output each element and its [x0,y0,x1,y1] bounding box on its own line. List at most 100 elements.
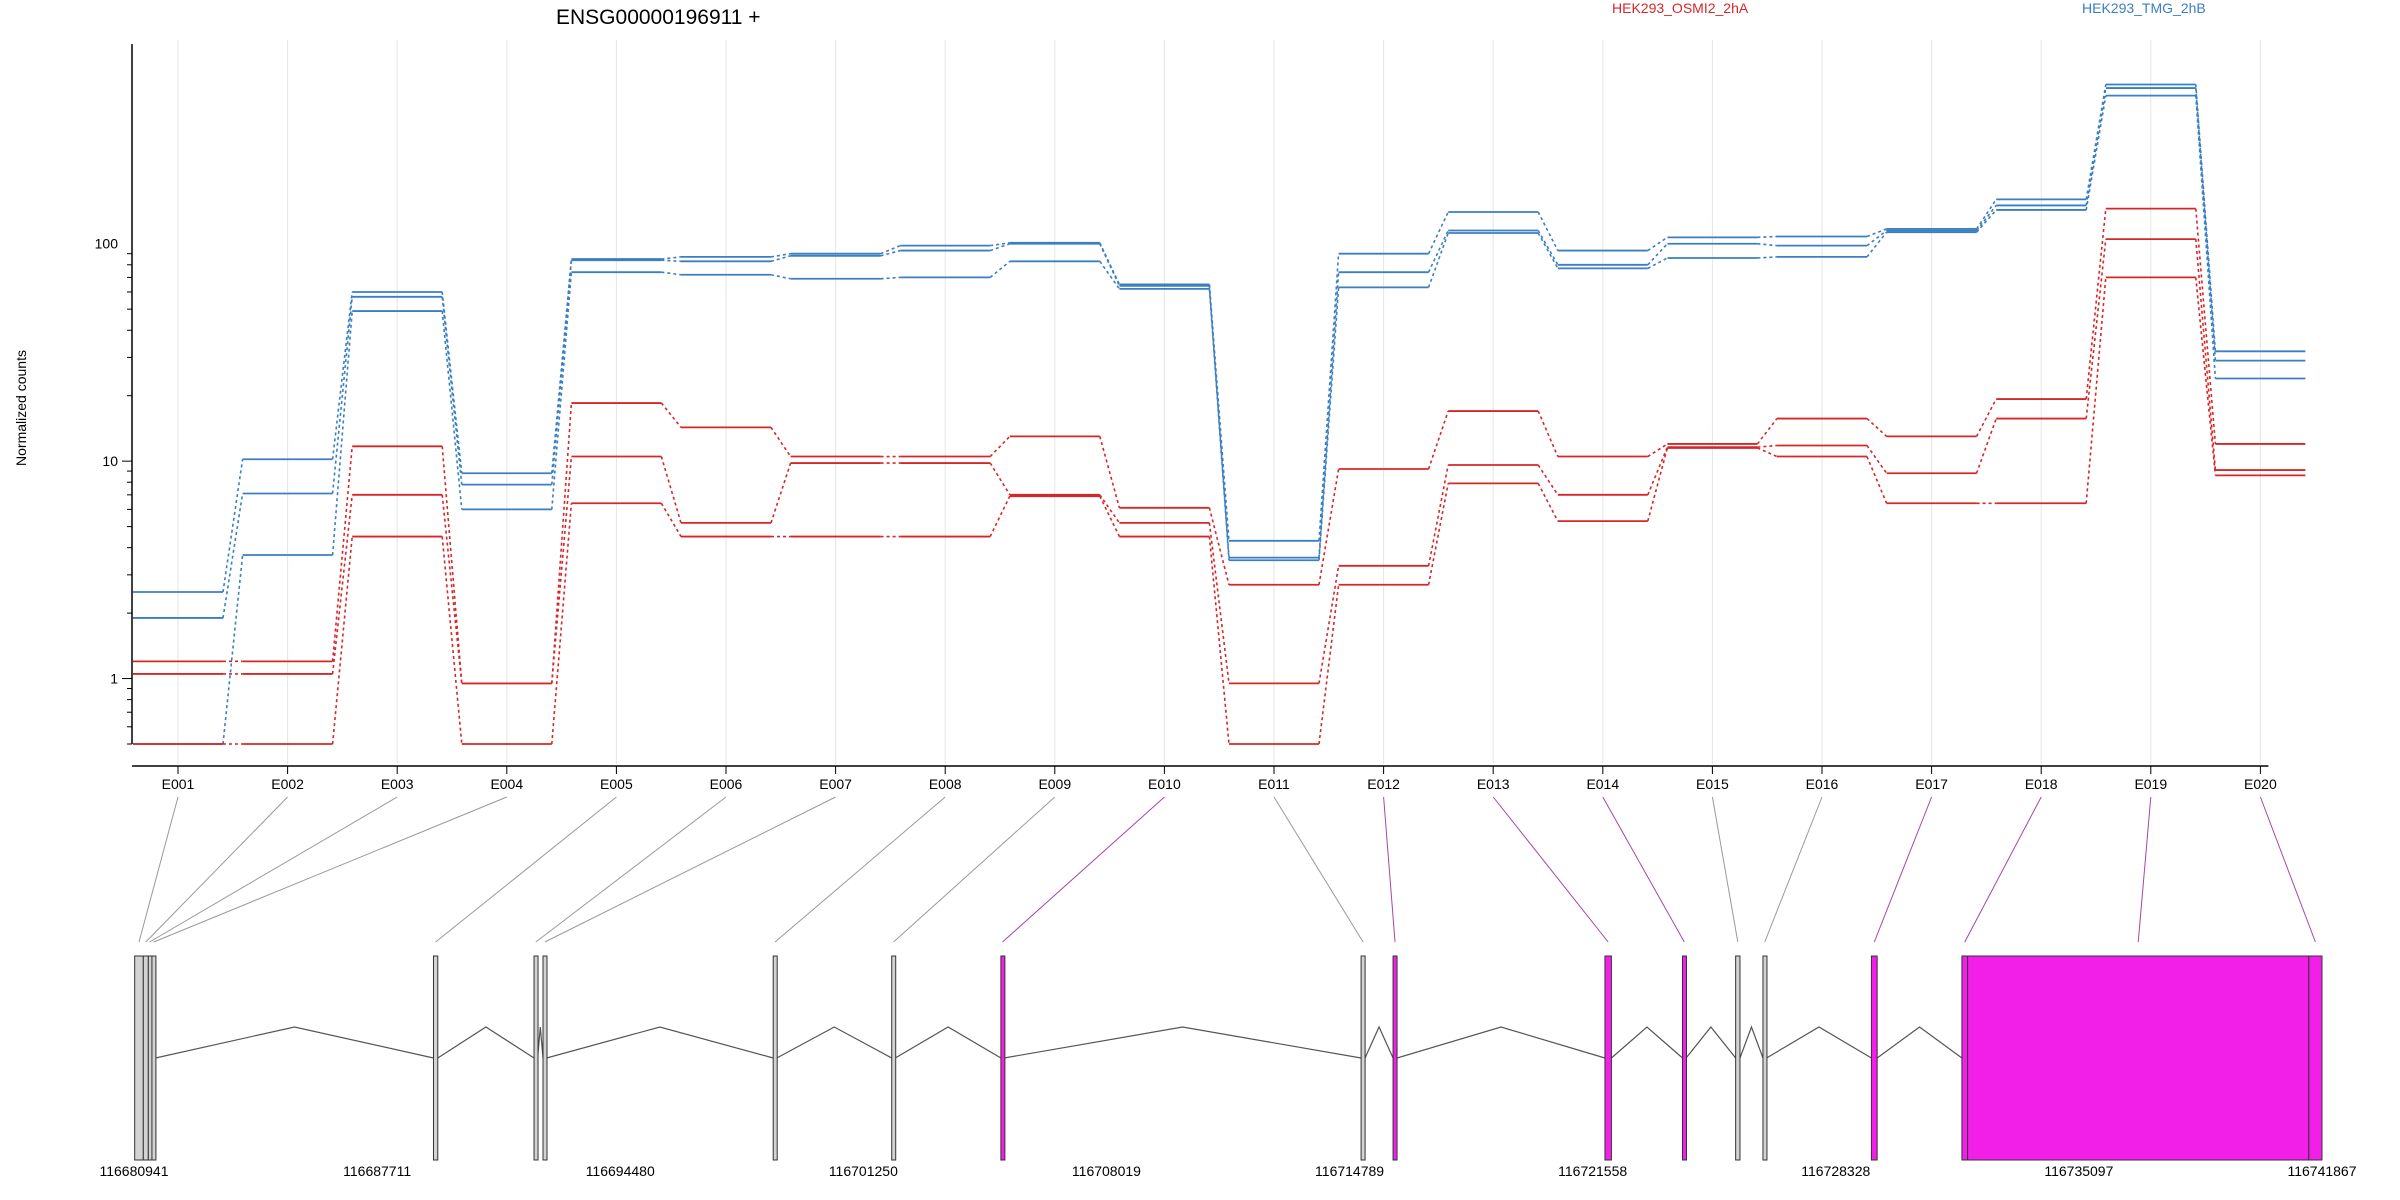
series-transition [661,256,682,260]
genomic-tick-label: 116741867 [2287,1163,2356,1179]
series-transition [1208,536,1230,745]
series-transition [331,296,353,494]
series-transition [770,426,792,457]
series-transition [1757,444,1778,448]
x-tick-label: E017 [1915,776,1948,792]
x-tick-label: E016 [1806,776,1839,792]
series-transition [2195,84,2217,352]
series-transition [1318,253,1340,541]
series-transition [1866,417,1888,437]
series-transition [660,402,682,428]
exon-link [1492,796,1609,943]
series-transition [1975,209,1997,233]
exon-link [145,796,288,943]
intron-line [1876,1026,1963,1059]
series-transition [1757,235,1778,239]
series-transition [1866,231,1888,258]
intron-line [1611,1026,1683,1059]
series-transition [660,456,682,524]
series-transition [1099,436,1121,509]
series-transition [1757,447,1778,458]
y-tick-label: 10 [102,453,118,469]
series-transition [1975,398,1997,437]
intron-line [155,1026,434,1059]
series-transition [989,495,1011,537]
exon-link [1873,796,1933,943]
x-tick-label: E003 [381,776,414,792]
series-transition [661,271,682,276]
genomic-tick-label: 116714789 [1315,1163,1384,1179]
exon-links [138,796,2316,943]
genomic-tick-label: 116687711 [343,1163,411,1179]
series-transition [1427,410,1449,470]
intron-line [1766,1026,1872,1059]
series-transition [441,311,463,510]
exon-box-e007 [542,955,548,1161]
x-tick-label: E014 [1586,776,1619,792]
series-transition [1975,204,1997,232]
exon-box-e011 [1360,955,1366,1161]
series-transition [331,494,353,675]
y-tick-label: 100 [95,236,119,252]
series-transition [1756,418,1778,445]
exon-box-e020 [2308,955,2323,1161]
series-transition [1099,243,1121,287]
exon-box-e009 [891,955,897,1161]
series-transition [331,291,353,460]
series-transition [1647,447,1669,522]
series-transition [989,242,1011,252]
series-transition [331,536,353,745]
exon-link [1273,796,1364,943]
series-transition [1208,507,1230,585]
exon-link [535,796,727,943]
exon-box-e015 [1735,955,1741,1161]
x-tick-label: E002 [271,776,304,792]
series-transition [222,554,244,745]
intron-line [1739,1025,1764,1059]
series-transition [1427,464,1449,566]
y-axis-label: Normalized counts [13,350,29,466]
series-transition [222,459,244,593]
genomic-tick-label: 116735097 [2044,1163,2113,1179]
exon-link [1002,796,1165,943]
x-tick-label: E009 [1038,776,1071,792]
exon-box-e004 [151,955,157,1161]
exon-box-e018 [1961,955,1969,1161]
exon-link [544,796,836,943]
series-transition [1866,229,1888,247]
series-transition [551,403,573,684]
series-transition [1757,242,1778,247]
y-axis: 1 10 100 [95,44,133,745]
series-transition [551,272,573,510]
series-line-6 [133,276,2306,745]
genomic-tick-label: 116721558 [1558,1163,1627,1179]
series-transition [331,446,353,662]
x-tick-label: E012 [1367,776,1400,792]
x-tick-label: E020 [2244,776,2277,792]
x-tick-label: E010 [1148,776,1181,792]
series-transition [2195,95,2217,379]
exon-link [774,796,946,943]
x-tick-label: E018 [2025,776,2058,792]
series-transition [551,456,573,684]
intron-line [1004,1026,1362,1059]
series-transition [1866,456,1888,504]
series-transition [770,273,791,280]
series-transition [1866,228,1887,238]
series-transition [1318,584,1340,745]
series-transition [1537,230,1559,266]
legend-label-tmg: HEK293_TMG_2hB [2082,0,2206,16]
series-transition [1537,410,1559,457]
x-tick-label: E008 [929,776,962,792]
intron-line [776,1026,893,1059]
exon-box-e012 [1392,955,1398,1161]
series-transition [1647,236,1668,252]
exon-box-e008 [772,955,778,1161]
series-transition [2195,239,2217,471]
series-transition [1427,232,1449,288]
series-transition [1318,287,1340,561]
exon-link [1964,796,2042,943]
series-transition [1208,522,1230,684]
x-gridlines [177,40,2261,764]
exon-link [153,796,507,943]
